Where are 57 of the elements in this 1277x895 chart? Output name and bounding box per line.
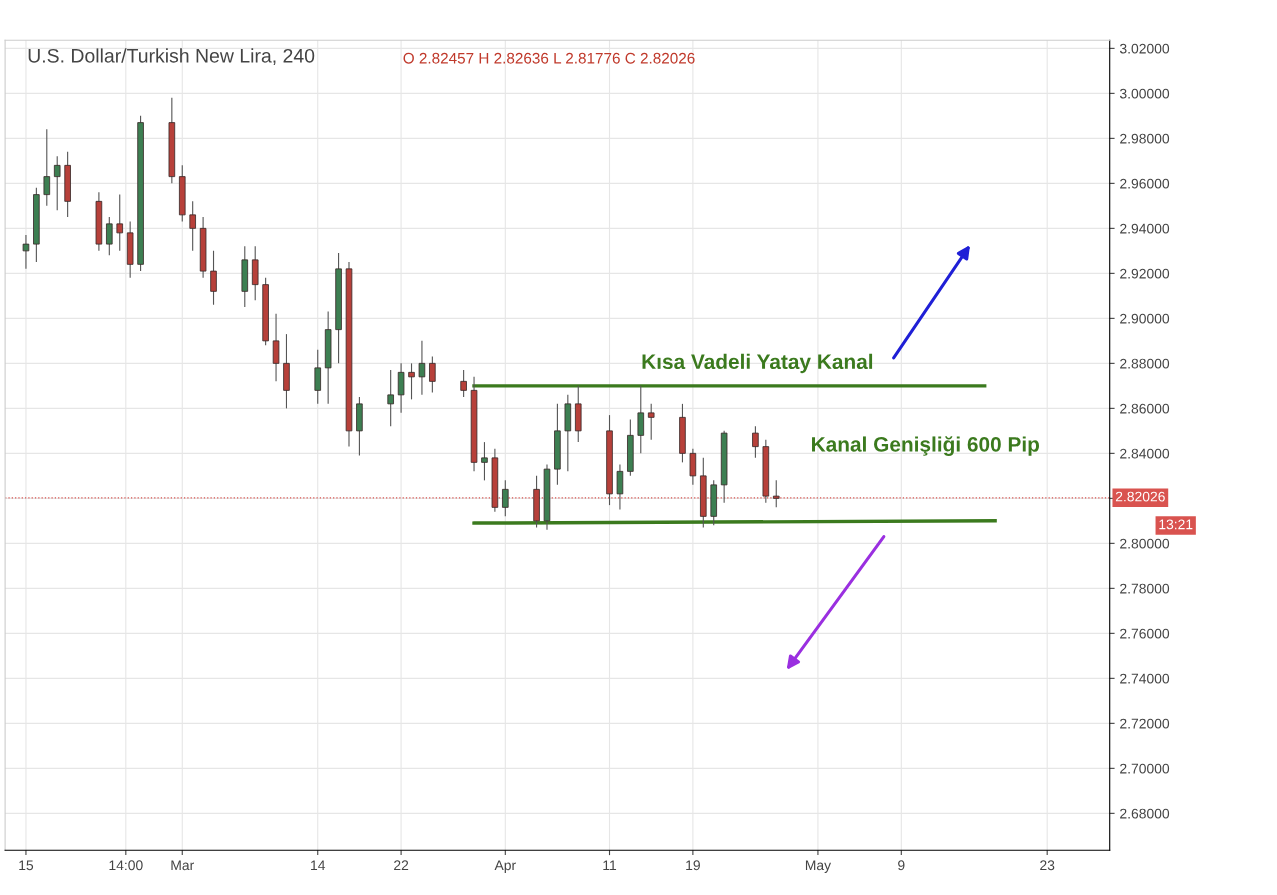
x-tick-label: Mar <box>171 860 194 871</box>
x-tick-label: 9 <box>898 860 905 871</box>
candlestick <box>637 385 645 454</box>
x-tick-label: Apr <box>494 860 516 873</box>
y-tick-label: 2.98000 <box>1120 133 1170 144</box>
candlestick <box>689 448 697 486</box>
y-tick-label: 2.76000 <box>1120 628 1170 639</box>
y-tick-label: 2.86000 <box>1120 403 1170 414</box>
x-tick-label: 19 <box>686 860 700 871</box>
y-tick-label: 2.80000 <box>1120 538 1170 549</box>
x-tick-label: May <box>805 860 832 873</box>
candlestick <box>53 155 61 211</box>
candlestick <box>387 369 394 427</box>
y-tick-label: 2.94000 <box>1120 223 1170 234</box>
candlestick <box>116 194 124 252</box>
candlestick <box>418 340 426 396</box>
candlestick <box>189 200 196 252</box>
candlestick <box>616 464 624 511</box>
x-tick-label: 23 <box>1040 860 1055 871</box>
y-tick-label: 2.70000 <box>1120 763 1170 774</box>
annotation: Kanal Genişliği 600 Pip <box>812 436 1040 456</box>
y-tick-label: 2.88000 <box>1120 358 1170 369</box>
candlestick <box>481 441 488 481</box>
y-tick-label: 2.84000 <box>1120 448 1170 459</box>
y-tick-label: 2.68000 <box>1120 808 1170 819</box>
x-tick-label: 15 <box>19 860 34 871</box>
candlestick <box>460 369 467 398</box>
candlestick <box>106 216 113 256</box>
x-tick-label: 14:00 <box>109 860 143 871</box>
y-tick-label: 2.90000 <box>1120 313 1170 324</box>
candlestick <box>43 128 51 207</box>
x-tick-label: 14 <box>311 860 326 871</box>
text: 13:21 <box>1159 519 1193 530</box>
candlestick <box>272 313 280 382</box>
annotation: Kısa Vadeli Yatay Kanal <box>642 353 873 374</box>
candlestick <box>429 356 436 394</box>
candlestick <box>22 234 30 270</box>
ref-line-label: 2.82026 <box>1115 491 1165 502</box>
candlestick <box>314 349 322 405</box>
candlestick <box>210 250 217 306</box>
y-tick-label: 2.78000 <box>1120 583 1170 594</box>
candlestick <box>647 403 655 441</box>
x-tick-label: 11 <box>603 860 617 871</box>
y-tick-label: 2.92000 <box>1120 268 1170 279</box>
text: O 2.82457 H 2.82636 L 2.81776 C 2.82026 <box>403 52 695 64</box>
chart-title: U.S. Dollar/Turkish New Lira, 240 <box>28 48 315 65</box>
candlestick <box>772 479 780 508</box>
y-tick-label: 2.72000 <box>1120 718 1170 729</box>
candlestick <box>397 362 405 414</box>
y-tick-label: 2.74000 <box>1120 673 1170 684</box>
y-tick-label: 2.96000 <box>1120 178 1170 189</box>
candlestick <box>752 425 759 459</box>
y-tick-label: 3.02000 <box>1119 43 1170 54</box>
candlestick <box>408 362 415 400</box>
x-tick-label: 22 <box>394 860 409 871</box>
y-tick-label: 3.00000 <box>1119 88 1170 99</box>
candlestick <box>502 479 509 517</box>
